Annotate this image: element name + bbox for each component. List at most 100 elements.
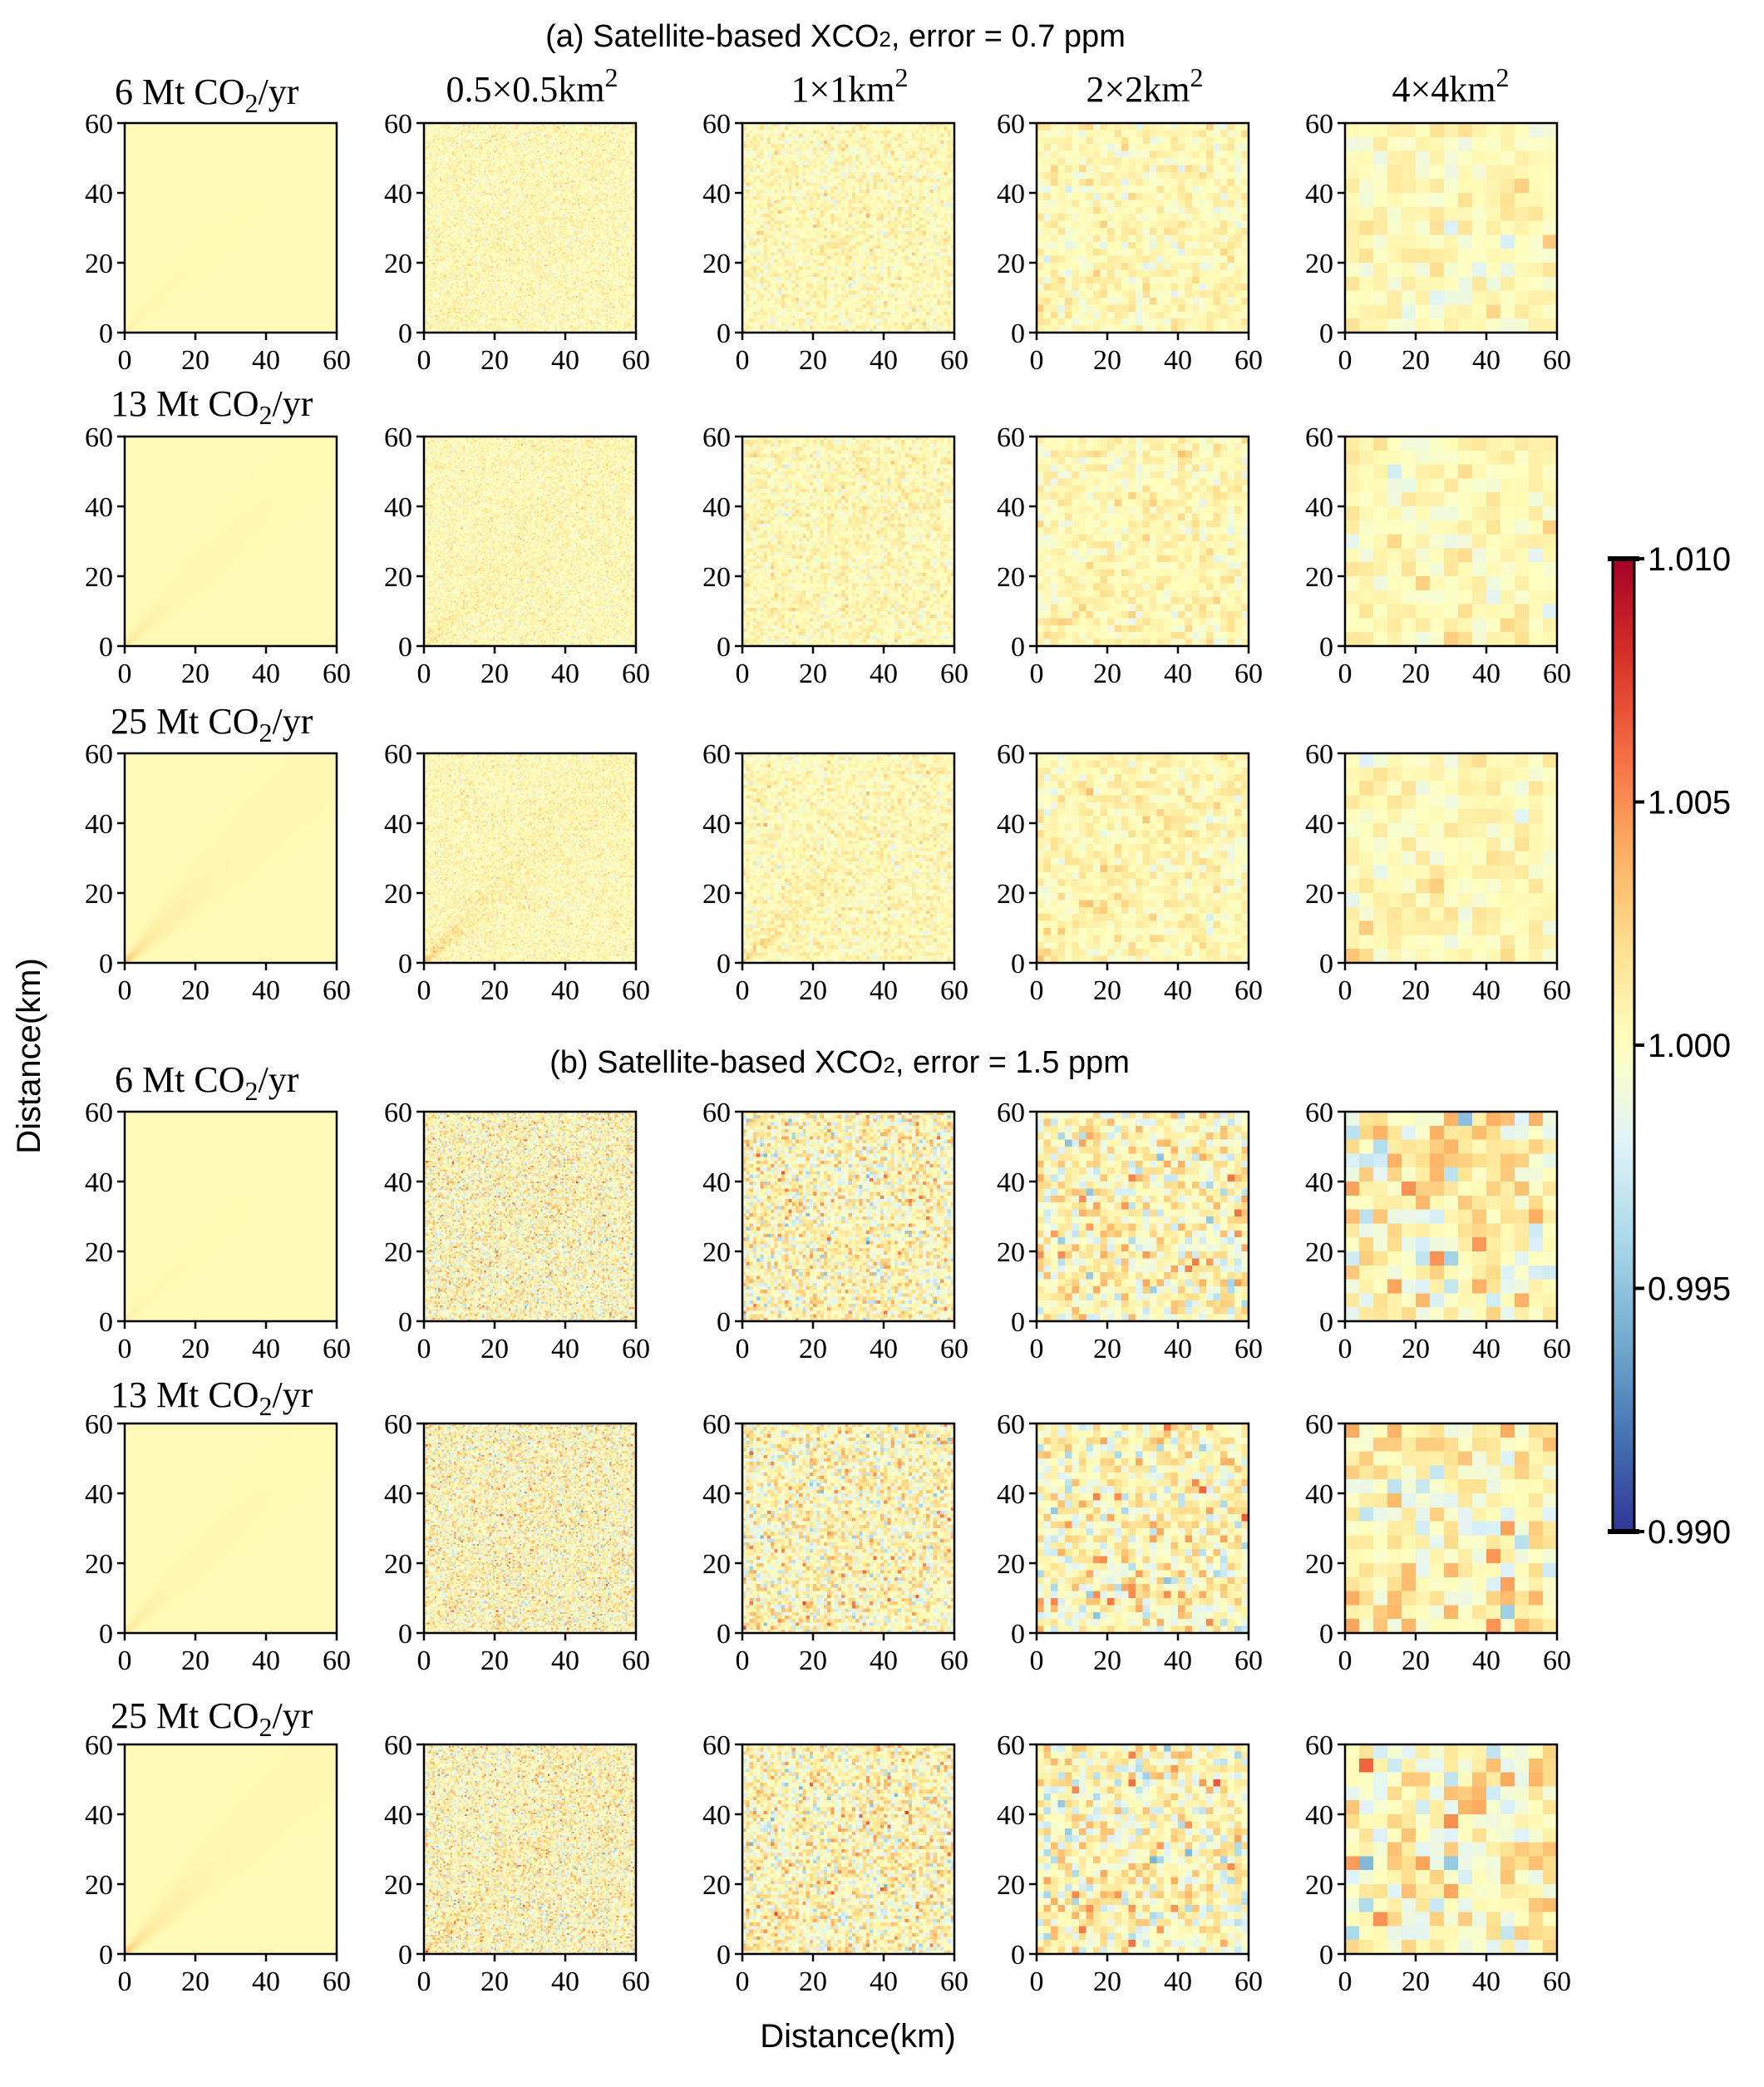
x-tick-label: 0 — [118, 975, 132, 1006]
y-tick-label: 20 — [997, 1549, 1025, 1580]
panel-frame — [422, 1110, 638, 1323]
y-tick-label: 0 — [99, 949, 113, 979]
y-tick-label: 20 — [384, 1549, 412, 1580]
y-tick-label: 40 — [1305, 1479, 1333, 1510]
y-tick-label: 20 — [384, 879, 412, 910]
x-tick-label: 20 — [799, 975, 827, 1006]
y-tick-label: 20 — [85, 1549, 113, 1580]
x-tick-label: 60 — [323, 975, 351, 1006]
x-tick-label: 60 — [622, 1334, 650, 1364]
x-tick-label: 0 — [1338, 1334, 1353, 1364]
heatmap-panel: 00 20 20 40 40 60 60 — [702, 1730, 968, 1997]
y-tick-label: 20 — [997, 249, 1025, 279]
panel-frame — [741, 435, 956, 648]
panel-frame — [741, 1743, 956, 1956]
y-tick-label: 40 — [384, 1167, 412, 1198]
y-axis-label: Distance(km) — [11, 958, 47, 1154]
y-tick-label: 60 — [384, 109, 412, 140]
heatmap-panel: 00 20 20 40 40 60 60 — [997, 422, 1263, 689]
heatmap-panel: 00 20 20 40 40 60 60 — [384, 1730, 650, 1997]
x-tick-label: 40 — [870, 975, 898, 1006]
x-tick-label: 60 — [622, 345, 650, 376]
x-tick-label: 20 — [1402, 345, 1430, 376]
section-titles: (a) Satellite-based XCO2, error = 0.7 pp… — [545, 19, 1130, 1080]
y-tick-label: 0 — [99, 1307, 113, 1338]
y-tick-label: 0 — [1319, 949, 1333, 979]
heatmap-cells — [424, 1423, 636, 1633]
x-tick-label: 0 — [417, 659, 431, 689]
row-label: 6 Mt CO2/yr — [115, 72, 299, 118]
y-tick-label: 60 — [997, 109, 1025, 140]
x-tick-label: 60 — [1234, 1645, 1263, 1676]
y-tick-label: 0 — [1319, 632, 1333, 663]
y-tick-label: 20 — [85, 879, 113, 910]
y-tick-label: 0 — [398, 1940, 412, 1971]
panel-frame — [1343, 121, 1559, 334]
x-tick-label: 0 — [1338, 345, 1353, 376]
y-tick-label: 40 — [384, 179, 412, 210]
heatmap-cells — [424, 753, 636, 963]
x-tick-label: 40 — [1164, 975, 1192, 1006]
panel-frame — [741, 1422, 956, 1635]
x-tick-label: 0 — [417, 345, 431, 376]
y-tick-label: 0 — [717, 1619, 731, 1650]
y-tick-label: 20 — [702, 1870, 731, 1901]
x-tick-label: 40 — [1472, 345, 1500, 376]
column-label: 1×1km2 — [791, 62, 908, 110]
heatmap-panel: 00 20 20 40 40 60 60 — [702, 1409, 968, 1676]
x-tick-label: 20 — [1093, 1334, 1121, 1364]
x-tick-label: 20 — [181, 345, 209, 376]
x-tick-label: 40 — [551, 1645, 579, 1676]
y-tick-label: 0 — [1319, 1307, 1333, 1338]
x-tick-label: 0 — [118, 345, 132, 376]
x-tick-label: 0 — [1030, 1645, 1044, 1676]
y-tick-label: 40 — [384, 1479, 412, 1510]
y-tick-label: 60 — [997, 1409, 1025, 1440]
y-tick-label: 20 — [1305, 562, 1333, 593]
heatmap-cells — [424, 1744, 636, 1954]
x-tick-label: 20 — [1402, 659, 1430, 689]
y-tick-label: 40 — [702, 809, 731, 840]
heatmap-panel: 00 20 20 40 40 60 60 — [85, 109, 351, 376]
y-tick-label: 40 — [85, 1800, 113, 1831]
heatmap-cells — [424, 123, 636, 333]
panel-frame — [741, 752, 956, 965]
heatmap-panel: 00 20 20 40 40 60 60 — [702, 739, 968, 1006]
x-tick-label: 0 — [118, 659, 132, 689]
x-tick-label: 40 — [870, 345, 898, 376]
y-tick-label: 20 — [384, 562, 412, 593]
x-tick-label: 60 — [622, 1645, 650, 1676]
y-tick-label: 60 — [1305, 1730, 1333, 1761]
y-tick-label: 60 — [1305, 109, 1333, 140]
y-tick-label: 20 — [702, 1237, 731, 1268]
y-tick-label: 40 — [1305, 1800, 1333, 1831]
colorbar-tick-label: 1.010 — [1648, 541, 1731, 578]
y-tick-label: 60 — [85, 1409, 113, 1440]
heatmap-cells — [1345, 123, 1557, 333]
colorbar-tick-label: 0.995 — [1648, 1271, 1731, 1308]
y-tick-label: 0 — [717, 632, 731, 663]
x-tick-label: 20 — [480, 1645, 509, 1676]
y-tick-label: 60 — [997, 422, 1025, 453]
x-tick-label: 0 — [736, 345, 750, 376]
x-tick-label: 0 — [736, 975, 750, 1006]
y-tick-label: 0 — [99, 632, 113, 663]
panel-frame — [123, 121, 338, 334]
y-tick-label: 40 — [702, 1479, 731, 1510]
panel-frame — [123, 435, 338, 648]
panel-frame — [422, 752, 638, 965]
heatmap-cells — [1037, 123, 1249, 333]
y-tick-label: 40 — [85, 1479, 113, 1510]
heatmap-cells — [125, 1112, 337, 1321]
x-tick-label: 20 — [799, 659, 827, 689]
x-tick-label: 0 — [736, 659, 750, 689]
heatmap-cells — [1037, 1423, 1249, 1633]
y-tick-label: 60 — [997, 1730, 1025, 1761]
heatmap-panel: 00 20 20 40 40 60 60 — [85, 422, 351, 689]
heatmap-cells — [1345, 437, 1557, 646]
x-tick-label: 20 — [1402, 1966, 1430, 1997]
colorbar-gradient — [1611, 557, 1636, 1533]
y-tick-label: 0 — [1011, 1307, 1025, 1338]
x-tick-label: 40 — [1164, 659, 1192, 689]
